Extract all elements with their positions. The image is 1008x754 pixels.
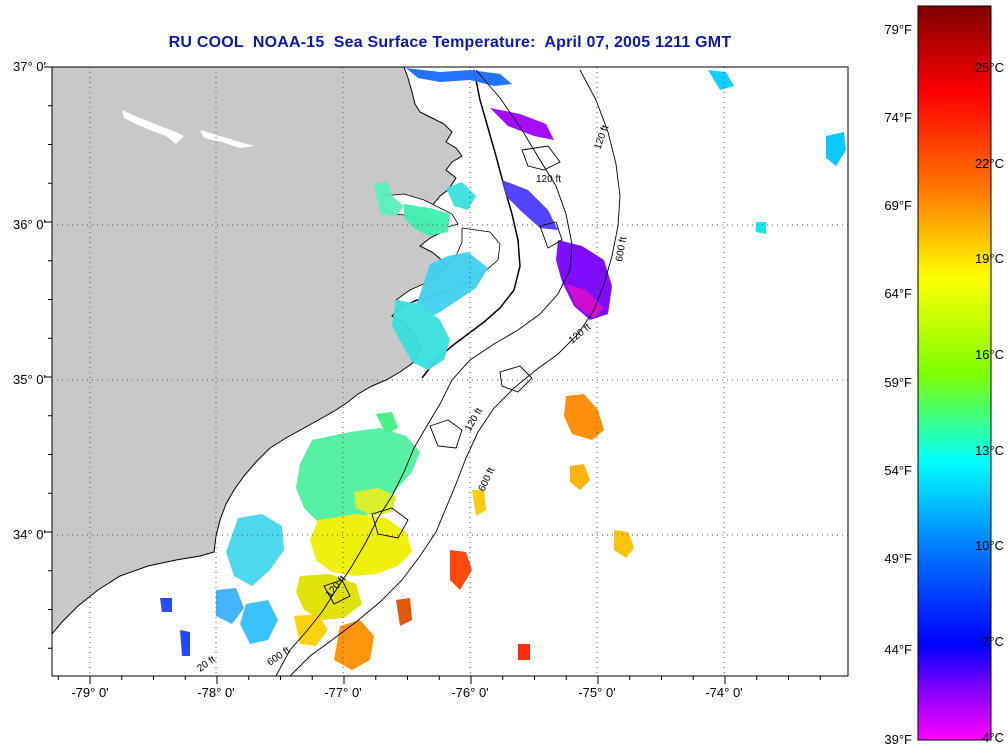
longitude-labels: -79° 0' -78° 0' -77° 0' -76° 0' -75° 0' … (71, 685, 742, 700)
contour-label: 120 ft (536, 174, 561, 185)
colorbar-c-label: 25°C (975, 60, 1004, 75)
lon-label: -76° 0' (451, 685, 488, 700)
map-title: RU COOL NOAA-15 Sea Surface Temperature:… (168, 34, 732, 51)
colorbar-f-label: 39°F (884, 732, 912, 747)
lake-white-2 (200, 130, 254, 148)
colorbar-f-label: 64°F (884, 286, 912, 301)
colorbar-f-label: 69°F (884, 198, 912, 213)
colorbar-c-label: 19°C (975, 251, 1004, 266)
colorbar-fahrenheit-labels: 79°F 74°F 69°F 64°F 59°F 54°F 49°F 44°F … (884, 22, 912, 747)
colorbar-f-label: 59°F (884, 375, 912, 390)
colorbar (917, 5, 992, 741)
colorbar-c-label: 10°C (975, 538, 1004, 553)
latitude-labels: 37° 0' 36° 0' 35° 0' 34° 0' (13, 59, 46, 542)
lake-white-1 (122, 110, 184, 144)
colorbar-c-label: 7°C (982, 634, 1004, 649)
lat-label: 35° 0' (13, 372, 46, 387)
plot-frame (51, 66, 849, 677)
lon-label: -74° 0' (705, 685, 742, 700)
lon-label: -75° 0' (578, 685, 615, 700)
colorbar-f-label: 74°F (884, 110, 912, 125)
colorbar-f-label: 54°F (884, 463, 912, 478)
colorbar-c-label: 4°C (982, 730, 1004, 745)
tick-marks (44, 66, 821, 684)
contour-label: 600 ft (614, 236, 629, 263)
lat-label: 36° 0' (13, 217, 46, 232)
lat-label: 37° 0' (13, 59, 46, 74)
lat-label: 34° 0' (13, 527, 46, 542)
colorbar-f-label: 79°F (884, 22, 912, 37)
colorbar-celsius-labels: 25°C 22°C 19°C 16°C 13°C 10°C 7°C 4°C (975, 60, 1004, 745)
colorbar-c-label: 22°C (975, 156, 1004, 171)
lon-label: -77° 0' (324, 685, 361, 700)
sst-patches (160, 68, 846, 670)
colorbar-f-label: 44°F (884, 642, 912, 657)
colorbar-c-label: 16°C (975, 347, 1004, 362)
lon-label: -79° 0' (71, 685, 108, 700)
land-mass (52, 67, 463, 635)
colorbar-f-label: 49°F (884, 551, 912, 566)
colorbar-c-label: 13°C (975, 443, 1004, 458)
lon-label: -78° 0' (197, 685, 234, 700)
outer-banks (421, 69, 521, 379)
